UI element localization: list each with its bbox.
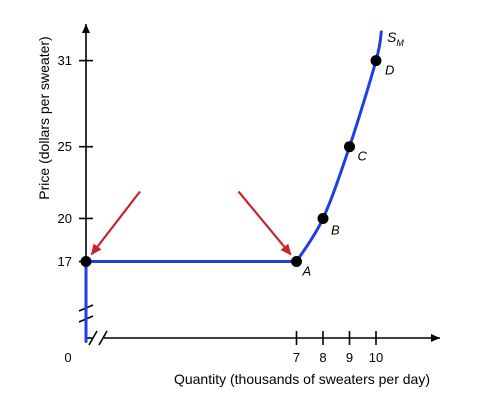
x-axis-title: Quantity (thousands of sweaters per day) bbox=[174, 371, 430, 387]
annotation-arrows bbox=[90, 190, 292, 256]
point-label-b: B bbox=[331, 222, 340, 237]
data-point-b bbox=[317, 212, 329, 224]
supply-curve-label: SM bbox=[387, 29, 404, 48]
x-tick-label: 9 bbox=[346, 350, 353, 365]
y-axis-ticks: 17 20 25 31 bbox=[58, 53, 93, 269]
y-axis-title: Price (dollars per sweater) bbox=[36, 36, 52, 199]
data-point-a bbox=[291, 256, 302, 267]
y-tick-label: 20 bbox=[58, 211, 72, 226]
data-point-d bbox=[370, 55, 382, 67]
x-tick-label: 7 bbox=[293, 350, 300, 365]
y-tick-label: 31 bbox=[58, 53, 72, 68]
x-axis-ticks: 7 8 9 10 bbox=[293, 331, 383, 365]
point-label-a: A bbox=[302, 264, 312, 279]
annotation-arrow bbox=[237, 190, 292, 256]
y-tick-label: 17 bbox=[58, 254, 72, 269]
annotation-arrow bbox=[90, 190, 141, 256]
data-points: A B C D bbox=[80, 55, 394, 279]
x-tick-label: 10 bbox=[369, 350, 383, 365]
data-point bbox=[80, 256, 92, 267]
data-point-c bbox=[344, 141, 355, 153]
supply-curve bbox=[84, 30, 383, 343]
point-label-d: D bbox=[385, 63, 394, 78]
y-tick-label: 25 bbox=[58, 139, 72, 154]
point-label-c: C bbox=[358, 149, 368, 164]
x-axis-break bbox=[88, 330, 108, 346]
origin-label: 0 bbox=[64, 350, 71, 365]
x-tick-label: 8 bbox=[319, 350, 326, 365]
